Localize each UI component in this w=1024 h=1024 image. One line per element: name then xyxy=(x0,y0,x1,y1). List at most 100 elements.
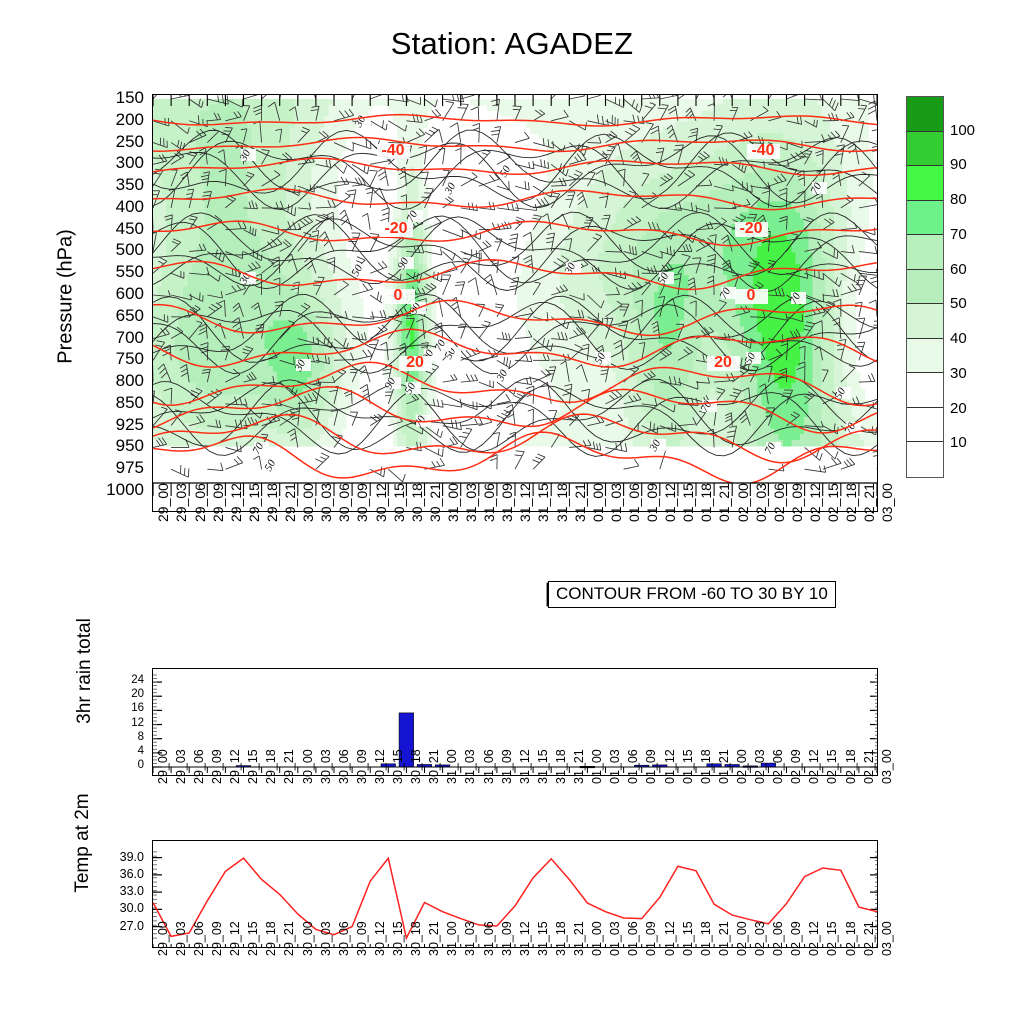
time-tick-label: 01_18 xyxy=(698,483,715,522)
time-tick-label: 02_18 xyxy=(843,483,860,522)
time-tick-label: 01_12 xyxy=(662,749,677,784)
time-tick-label: 29_18 xyxy=(264,749,279,784)
pressure-tick-label: 300 xyxy=(115,153,144,173)
time-tick-label: 29_00 xyxy=(155,483,172,522)
time-tick-label: 30_12 xyxy=(372,921,387,956)
main-y-axis-labels: 150 200 250 300 350 400 450 500 550 600 650 700 750 8… xyxy=(72,89,148,512)
time-tick-label: 02_21 xyxy=(861,921,876,956)
pressure-tick-label: 200 xyxy=(115,109,144,129)
time-tick-label: 29_06 xyxy=(191,483,208,522)
time-tick-label: 01_12 xyxy=(662,483,679,522)
pressure-tick-label: 550 xyxy=(115,262,144,282)
temp-tick-label: 39.0 xyxy=(119,849,144,864)
time-tick-label: 01_18 xyxy=(698,749,713,784)
time-tick-label: 30_03 xyxy=(318,749,333,784)
pressure-tick-label: 250 xyxy=(115,131,144,151)
time-tick-label: 31_21 xyxy=(571,483,588,522)
time-tick-label: 29_21 xyxy=(282,749,297,784)
time-tick-label: 29_18 xyxy=(263,483,280,522)
time-tick-label: 31_15 xyxy=(535,749,550,784)
colorbar-cell xyxy=(907,269,943,305)
time-tick-label: 03_00 xyxy=(879,749,894,784)
colorbar-cell xyxy=(907,200,943,236)
time-tick-label: 31_18 xyxy=(553,749,568,784)
time-tick-label: 31_09 xyxy=(499,749,514,784)
time-tick-label: 02_06 xyxy=(771,749,786,784)
colorbar-cell xyxy=(907,373,943,408)
time-tick-label: 30_15 xyxy=(391,749,406,784)
rain-tick-label: 0 xyxy=(137,759,144,771)
pressure-tick-label: 750 xyxy=(115,349,144,369)
time-tick-label: 31_00 xyxy=(444,483,461,522)
colorbar-cell xyxy=(907,338,943,374)
time-tick-label: 31_12 xyxy=(517,921,532,956)
time-tick-label: 29_21 xyxy=(282,483,299,522)
temp-tick-label: 33.0 xyxy=(119,884,144,899)
colorbar-cell xyxy=(907,97,943,132)
time-tick-label: 01_03 xyxy=(608,921,623,956)
time-tick-label: 29_03 xyxy=(173,921,188,956)
time-tick-label: 30_00 xyxy=(300,483,317,522)
pressure-tick-label: 350 xyxy=(115,175,144,195)
time-tick-label: 30_06 xyxy=(336,483,353,522)
time-tick-label: 31_18 xyxy=(553,921,568,956)
time-tick-label: 02_18 xyxy=(843,749,858,784)
time-tick-label: 02_09 xyxy=(789,921,804,956)
time-tick-label: 30_21 xyxy=(427,921,442,956)
time-tick-label: 30_09 xyxy=(354,749,369,784)
pressure-tick-label: 800 xyxy=(115,371,144,391)
time-tick-label: 01_18 xyxy=(698,921,713,956)
time-tick-label: 29_06 xyxy=(191,749,206,784)
page-title: Station: AGADEZ xyxy=(390,26,634,61)
colorbar-cell xyxy=(907,407,943,443)
time-tick-label: 02_09 xyxy=(788,483,805,522)
time-tick-label: 30_18 xyxy=(408,483,425,522)
colorbar-label: 30 xyxy=(950,364,967,382)
time-tick-label: 30_06 xyxy=(336,749,351,784)
time-tick-label: 30_15 xyxy=(391,921,406,956)
time-tick-label: 31_03 xyxy=(463,483,480,522)
main-x-axis-labels: 29_00 29_03 29_06 29_09 29_12 29_15 29_18 29_21… xyxy=(152,483,895,582)
sounding-cross-section-panel[interactable]: 3030303030303030505050505050505050507070… xyxy=(152,94,878,512)
time-tick-label: 01_15 xyxy=(680,749,695,784)
time-tick-label: 02_03 xyxy=(753,749,768,784)
colorbar-label: 40 xyxy=(950,330,967,348)
rain-chart-panel[interactable] xyxy=(152,668,878,776)
time-tick-label: 02_03 xyxy=(752,483,769,522)
pressure-tick-label: 400 xyxy=(115,196,144,216)
temp-tick-label: 30.0 xyxy=(119,901,144,916)
time-tick-label: 31_00 xyxy=(445,749,460,784)
time-tick-label: 02_00 xyxy=(734,483,751,522)
time-tick-label: 01_03 xyxy=(608,749,623,784)
time-tick-label: 01_21 xyxy=(716,483,733,522)
time-tick-label: 02_15 xyxy=(825,921,840,956)
time-tick-label: 02_18 xyxy=(843,921,858,956)
time-tick-label: 29_09 xyxy=(210,921,225,956)
rain-svg xyxy=(153,674,877,773)
time-tick-label: 02_12 xyxy=(807,921,822,956)
time-tick-label: 31_21 xyxy=(572,749,587,784)
colorbar-label: 20 xyxy=(950,399,967,417)
rain-tick-label: 24 xyxy=(131,674,144,687)
contour-note: CONTOUR FROM -60 TO 30 BY 10 xyxy=(548,581,836,608)
temp-chart-panel[interactable] xyxy=(152,840,878,948)
time-tick-label: 29_18 xyxy=(264,921,279,956)
time-tick-label: 30_00 xyxy=(300,749,315,784)
pressure-tick-label: 450 xyxy=(115,218,144,238)
time-tick-label: 29_15 xyxy=(246,749,261,784)
time-tick-label: 03_00 xyxy=(879,921,894,956)
time-tick-label: 31_12 xyxy=(517,483,534,522)
time-tick-label: 31_09 xyxy=(499,921,514,956)
time-tick-label: 01_06 xyxy=(626,749,641,784)
time-tick-label: 29_21 xyxy=(282,921,297,956)
humidity-colorbar[interactable] xyxy=(906,96,944,478)
time-tick-label: 30_18 xyxy=(409,749,424,784)
colorbar-label: 90 xyxy=(950,156,967,174)
time-tick-label: 01_09 xyxy=(644,749,659,784)
colorbar-label: 70 xyxy=(950,225,967,243)
temp-y-axis-title: Temp at 2m xyxy=(72,793,93,893)
time-tick-label: 02_00 xyxy=(734,749,749,784)
time-tick-label: 03_00 xyxy=(879,483,896,522)
rain-y-axis-labels: 0 4 8 12 16 20 24 xyxy=(100,668,148,776)
time-tick-label: 01_06 xyxy=(626,921,641,956)
